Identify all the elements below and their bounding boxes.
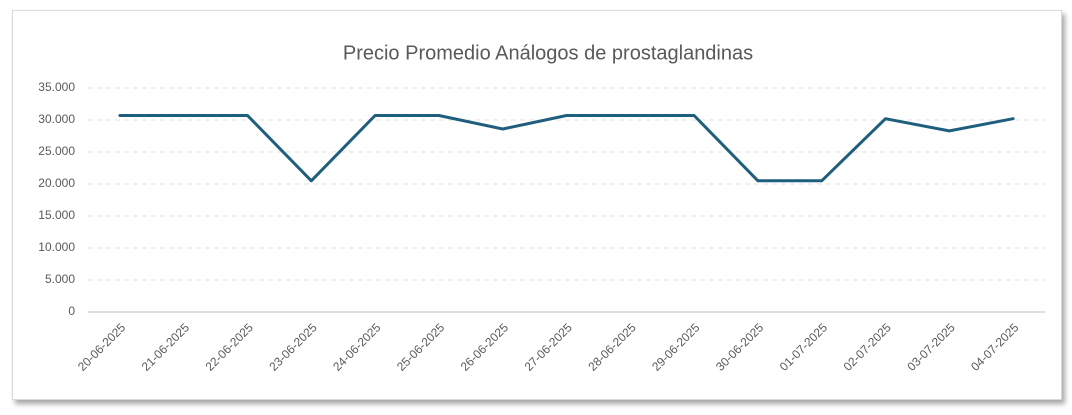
line-series <box>118 114 1015 183</box>
x-tick-label: 21-06-2025 <box>139 320 193 374</box>
x-tick-label: 28-06-2025 <box>585 320 639 374</box>
x-tick-label: 01-07-2025 <box>777 320 831 374</box>
x-tick-label: 25-06-2025 <box>394 320 448 374</box>
x-tick-label: 26-06-2025 <box>458 320 512 374</box>
x-tick-label: 03-07-2025 <box>904 320 958 374</box>
x-tick-label: 24-06-2025 <box>330 320 384 374</box>
y-tick-label: 30.000 <box>38 112 75 126</box>
x-tick-label: 29-06-2025 <box>649 320 703 374</box>
x-tick-label: 20-06-2025 <box>75 320 129 374</box>
y-tick-label: 25.000 <box>38 144 75 158</box>
chart-title: Precio Promedio Análogos de prostaglandi… <box>343 42 753 64</box>
y-tick-label: 0 <box>68 304 75 318</box>
x-tick-label: 02-07-2025 <box>841 320 895 374</box>
y-tick-label: 35.000 <box>38 80 75 94</box>
x-tick-label: 22-06-2025 <box>203 320 257 374</box>
chart-card <box>12 10 1062 400</box>
x-tick-label: 23-06-2025 <box>266 320 320 374</box>
y-tick-label: 5.000 <box>45 272 75 286</box>
y-tick-label: 15.000 <box>38 208 75 222</box>
x-tick-label: 30-06-2025 <box>713 320 767 374</box>
x-tick-label: 04-07-2025 <box>968 320 1022 374</box>
x-tick-label: 27-06-2025 <box>522 320 576 374</box>
y-tick-label: 20.000 <box>38 176 75 190</box>
y-tick-label: 10.000 <box>38 240 75 254</box>
